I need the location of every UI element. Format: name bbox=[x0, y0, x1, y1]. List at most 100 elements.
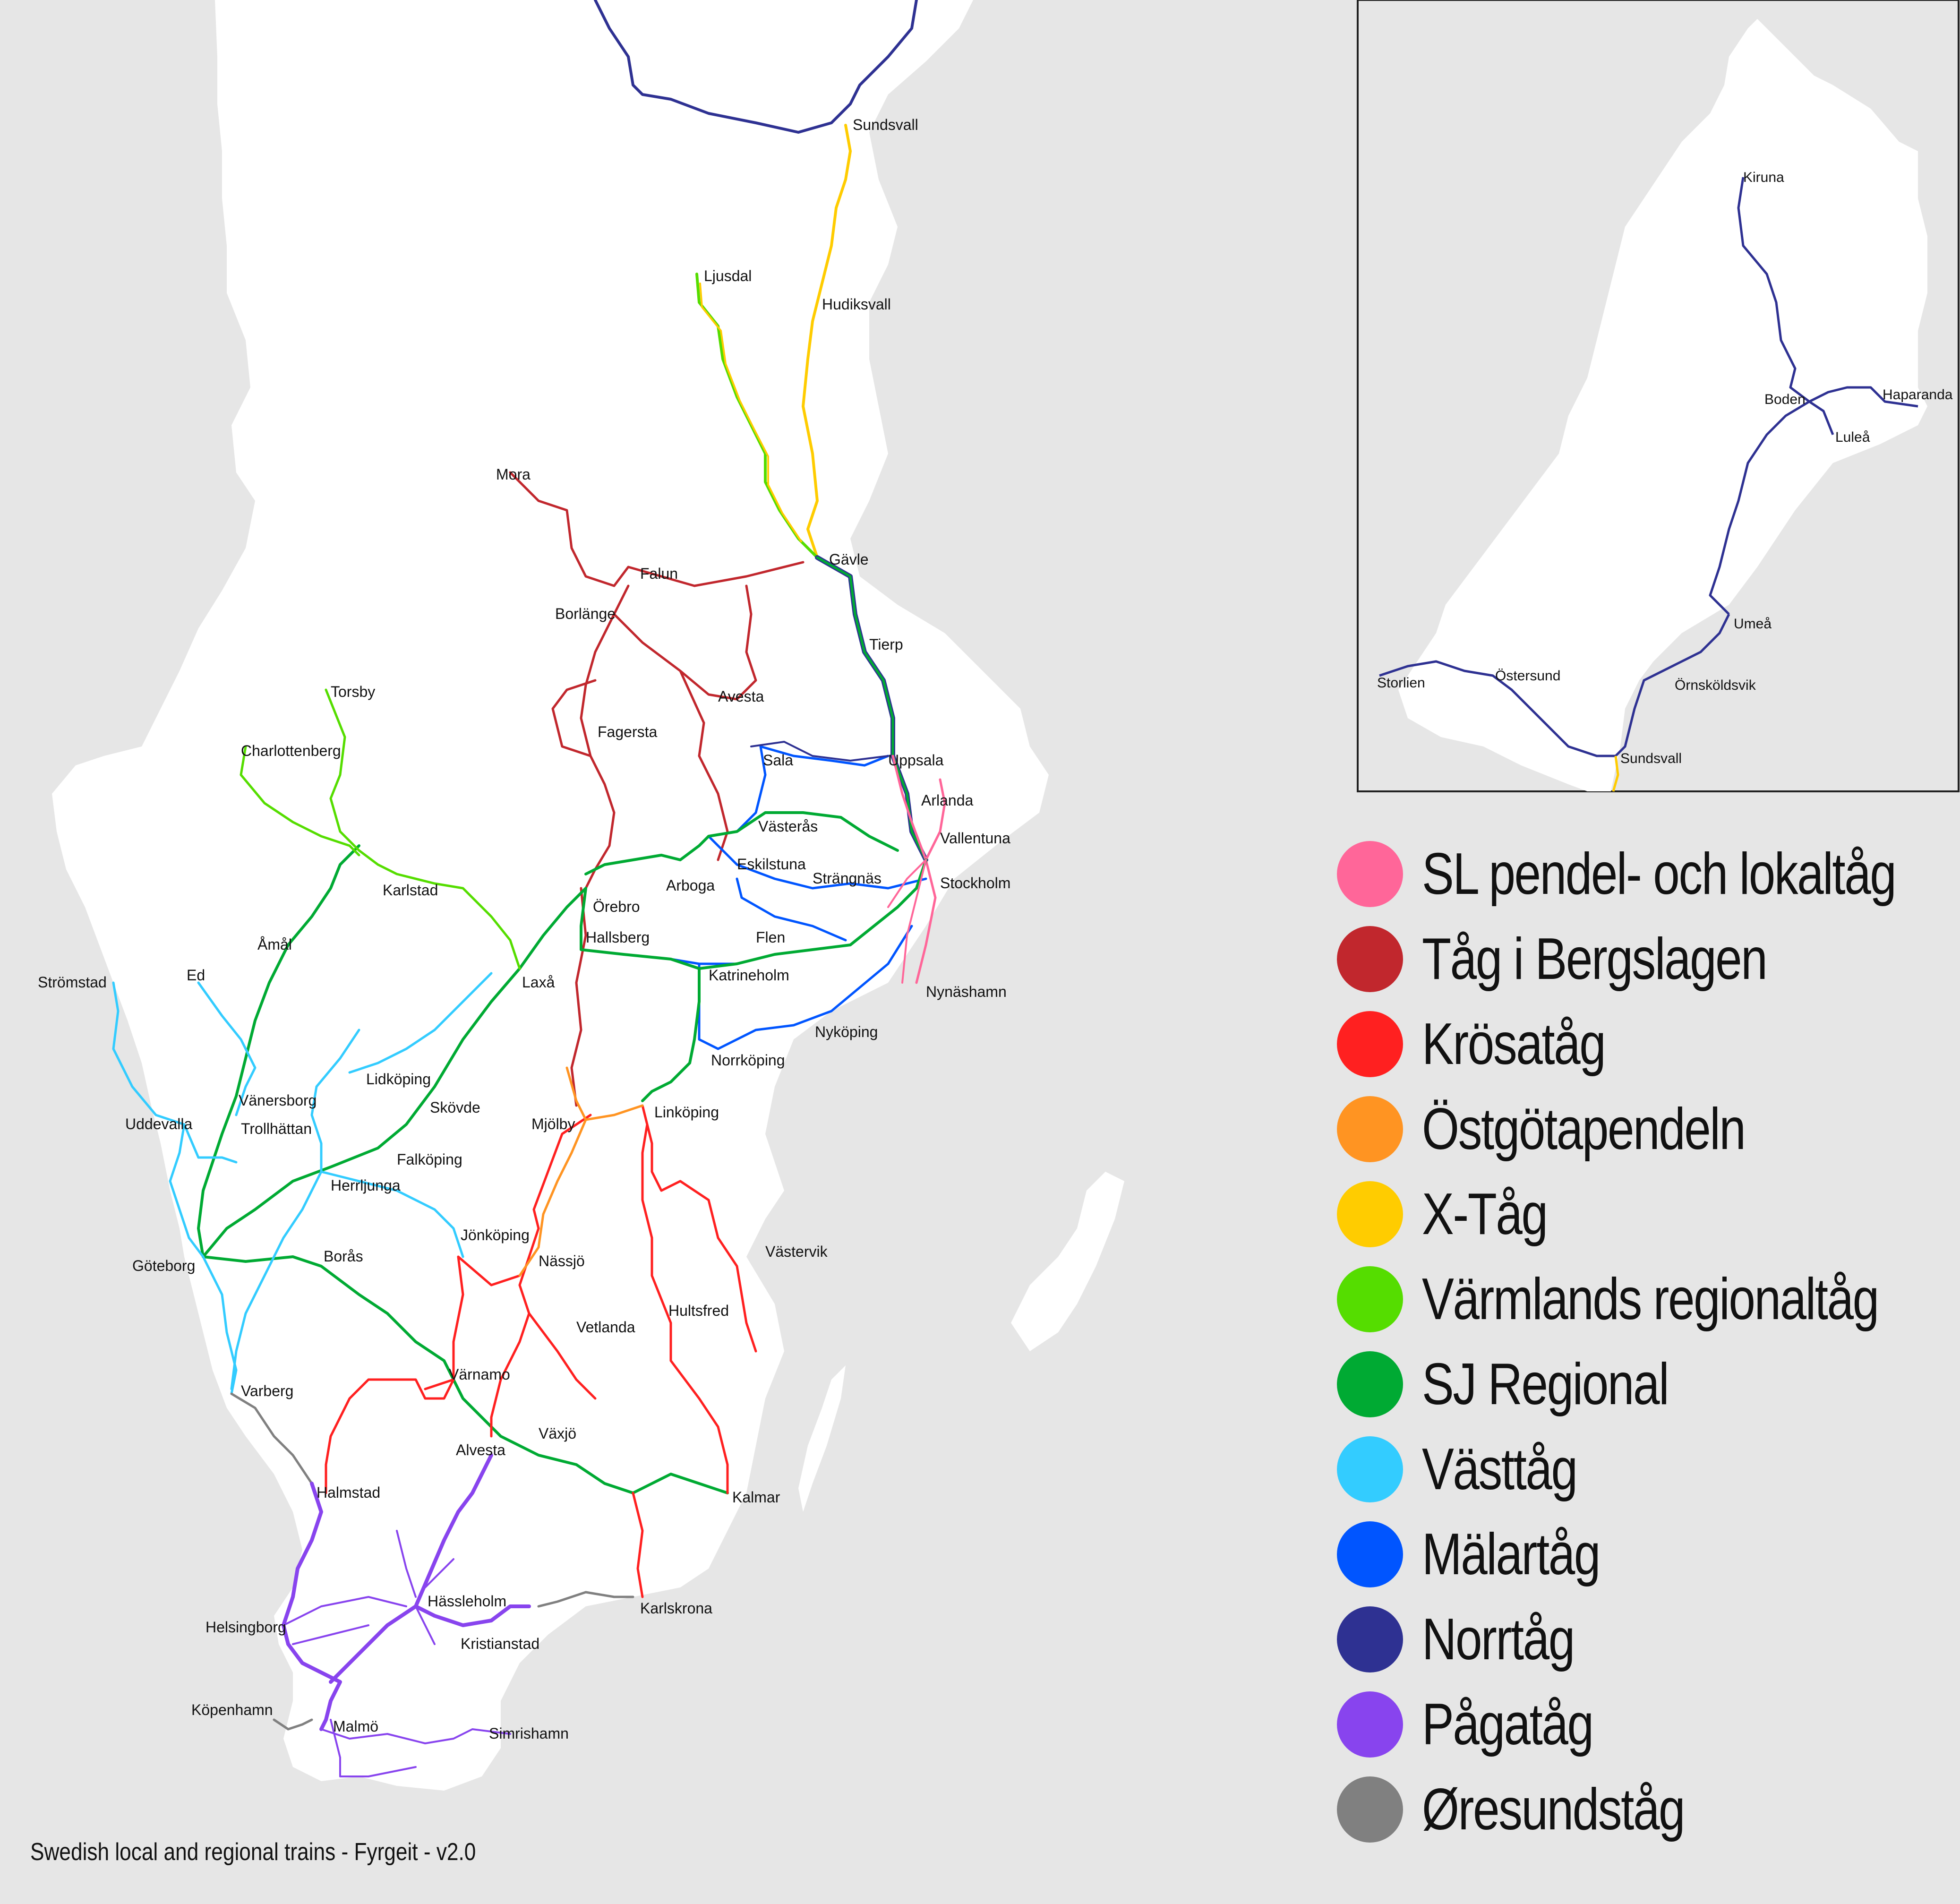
city-label-charlottenberg: Charlottenberg bbox=[241, 742, 341, 759]
legend-swatch bbox=[1337, 1606, 1403, 1672]
city-label-herrljunga: Herrljunga bbox=[331, 1177, 401, 1194]
city-label-eskilstuna: Eskilstuna bbox=[737, 856, 806, 873]
legend-item: SJ Regional bbox=[1337, 1342, 1951, 1427]
city-label-kristianstad: Kristianstad bbox=[461, 1635, 539, 1652]
city-label-norrkoping: Norrköping bbox=[711, 1052, 785, 1069]
city-label-avesta: Avesta bbox=[718, 688, 764, 705]
legend-label: Västtåg bbox=[1422, 1437, 1578, 1502]
route-ljusdal-xtag bbox=[699, 283, 802, 542]
route-sl-south bbox=[887, 859, 927, 984]
route-krosatag bbox=[325, 1104, 757, 1598]
city-label-laxa: Laxå bbox=[522, 974, 555, 991]
route-oresundstag bbox=[230, 1392, 634, 1731]
rail-lines bbox=[112, 0, 946, 1777]
route-pagatag bbox=[282, 1453, 531, 1731]
city-label-nassjo: Nässjö bbox=[539, 1252, 585, 1269]
city-labels: Sundsvall Ljusdal Hudiksvall Mora Gävle … bbox=[38, 116, 1010, 1742]
city-label-vetlanda: Vetlanda bbox=[576, 1319, 635, 1336]
city-label-vaxjo: Växjö bbox=[539, 1425, 576, 1442]
city-label-varberg: Varberg bbox=[241, 1382, 293, 1399]
route-norrtag bbox=[594, 0, 918, 134]
city-label-borlange: Borlänge bbox=[555, 605, 616, 622]
route-bergslagen bbox=[509, 471, 805, 1107]
city-label-kopenhamn: Köpenhamn bbox=[191, 1701, 273, 1718]
city-label-strangnas: Strängnäs bbox=[813, 870, 882, 887]
legend-swatch bbox=[1337, 926, 1403, 992]
city-label-alvesta: Alvesta bbox=[456, 1441, 505, 1458]
legend-label: Norrtåg bbox=[1422, 1607, 1575, 1672]
city-label-simrishamn: Simrishamn bbox=[489, 1725, 569, 1742]
city-label-varnamo: Värnamo bbox=[449, 1366, 510, 1383]
city-label-stockholm: Stockholm bbox=[940, 875, 1010, 892]
land-sweden bbox=[52, 0, 1049, 1791]
city-label-stromstad: Strömstad bbox=[38, 974, 107, 991]
legend-label: Tåg i Bergslagen bbox=[1422, 926, 1768, 992]
city-label-arlanda: Arlanda bbox=[921, 792, 974, 809]
legend-swatch bbox=[1337, 1691, 1403, 1758]
legend-item: X-Tåg bbox=[1337, 1172, 1951, 1257]
city-label-linkoping: Linköping bbox=[654, 1104, 719, 1121]
legend: SL pendel- och lokaltåg Tåg i Bergslagen K… bbox=[1337, 832, 1951, 1852]
city-label-nynashamn: Nynäshamn bbox=[926, 983, 1007, 1000]
credit-text: Swedish local and regional trains - Fyrg… bbox=[30, 1838, 476, 1866]
city-label-sundsvall: Sundsvall bbox=[853, 116, 918, 133]
inset-label-boden: Boden bbox=[1764, 392, 1806, 407]
legend-swatch bbox=[1337, 1181, 1403, 1247]
route-sala-uppsala bbox=[750, 741, 889, 762]
city-label-jonkoping: Jönköping bbox=[461, 1226, 530, 1244]
city-label-hultsfred: Hultsfred bbox=[668, 1302, 729, 1319]
city-label-lidkoping: Lidköping bbox=[366, 1071, 431, 1088]
city-label-hudiksvall: Hudiksvall bbox=[822, 296, 891, 313]
city-label-falun: Falun bbox=[640, 565, 678, 582]
legend-item: Mälartåg bbox=[1337, 1512, 1951, 1597]
legend-item: Östgötapendeln bbox=[1337, 1087, 1951, 1172]
city-label-orebro: Örebro bbox=[593, 898, 640, 915]
route-xtag-coast bbox=[802, 124, 852, 559]
route-varmland bbox=[240, 688, 521, 970]
legend-item: Norrtåg bbox=[1337, 1597, 1951, 1682]
legend-label: X-Tåg bbox=[1422, 1182, 1548, 1247]
city-label-nykoping: Nyköping bbox=[815, 1023, 878, 1040]
legend-item: Värmlands regionaltåg bbox=[1337, 1257, 1951, 1342]
legend-swatch bbox=[1337, 1351, 1403, 1417]
city-label-fagersta: Fagersta bbox=[598, 723, 657, 740]
legend-item: Tåg i Bergslagen bbox=[1337, 917, 1951, 1002]
city-label-torsby: Torsby bbox=[331, 683, 375, 700]
city-label-goteborg: Göteborg bbox=[132, 1257, 195, 1274]
inset-label-sundsvall: Sundsvall bbox=[1620, 751, 1682, 766]
inset-label-storlien: Storlien bbox=[1377, 675, 1425, 691]
city-label-karlstad: Karlstad bbox=[383, 882, 438, 899]
city-label-uppsala: Uppsala bbox=[888, 752, 944, 769]
city-label-ljusdal: Ljusdal bbox=[704, 267, 752, 284]
city-label-uddevalla: Uddevalla bbox=[125, 1115, 193, 1132]
city-label-vanersborg: Vänersborg bbox=[239, 1092, 317, 1109]
city-label-helsingborg: Helsingborg bbox=[205, 1619, 286, 1636]
city-label-skovde: Skövde bbox=[430, 1099, 480, 1116]
legend-label: Krösatåg bbox=[1422, 1012, 1606, 1077]
city-label-boras: Borås bbox=[324, 1248, 363, 1265]
city-label-falkoping: Falköping bbox=[397, 1151, 462, 1168]
route-sl-north bbox=[891, 755, 946, 984]
legend-swatch bbox=[1337, 1011, 1403, 1077]
inset-route-xtag bbox=[1612, 755, 1619, 792]
city-label-vasteras: Västerås bbox=[758, 818, 818, 835]
city-label-karlskrona: Karlskrona bbox=[640, 1600, 712, 1617]
legend-item: Pågatåg bbox=[1337, 1682, 1951, 1767]
city-label-gavle: Gävle bbox=[829, 551, 869, 568]
city-label-malmo: Malmö bbox=[333, 1718, 378, 1735]
legend-label: SJ Regional bbox=[1422, 1352, 1669, 1417]
inset-land bbox=[1398, 19, 1927, 791]
city-label-katrineholm: Katrineholm bbox=[709, 967, 789, 984]
route-ostgotapendeln bbox=[518, 1066, 644, 1277]
legend-label: SL pendel- och lokaltåg bbox=[1422, 841, 1897, 907]
city-label-ed: Ed bbox=[187, 967, 205, 984]
legend-item: Västtåg bbox=[1337, 1427, 1951, 1512]
legend-label: Mälartåg bbox=[1422, 1522, 1601, 1587]
city-label-flen: Flen bbox=[756, 929, 785, 946]
route-pagatag-thin bbox=[282, 1530, 511, 1777]
inset-label-ostersund: Östersund bbox=[1495, 668, 1560, 684]
city-label-sala: Sala bbox=[763, 752, 793, 769]
city-label-tierp: Tierp bbox=[869, 636, 903, 653]
